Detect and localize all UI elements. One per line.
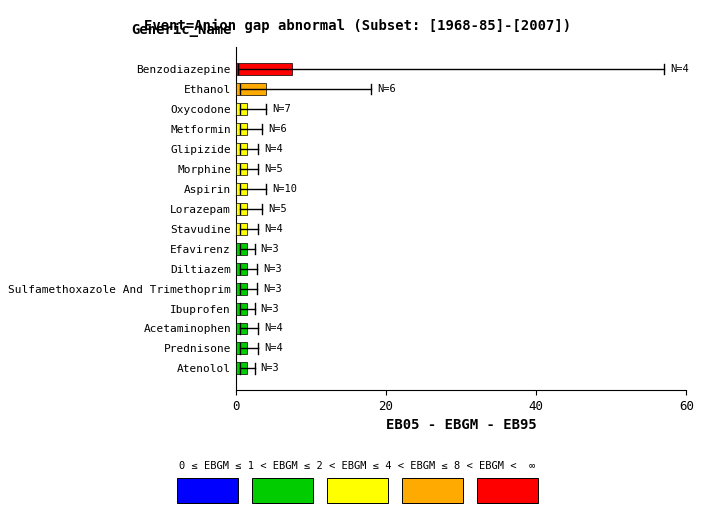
Text: N=3: N=3: [261, 243, 280, 253]
Text: N=3: N=3: [261, 364, 280, 374]
Bar: [236, 103, 247, 115]
Bar: [236, 262, 247, 275]
X-axis label: EB05 - EBGM - EB95: EB05 - EBGM - EB95: [386, 418, 536, 432]
Bar: [236, 203, 247, 214]
Bar: [236, 83, 266, 95]
Text: N=4: N=4: [265, 144, 283, 154]
Text: N=3: N=3: [261, 304, 280, 314]
Bar: [236, 242, 247, 255]
Bar: [236, 143, 247, 155]
Text: N=3: N=3: [263, 264, 282, 274]
Bar: [236, 163, 247, 175]
Bar: [236, 343, 247, 355]
Text: N=5: N=5: [268, 204, 287, 214]
Text: Generic_Name: Generic_Name: [131, 23, 232, 37]
Bar: [236, 302, 247, 315]
Bar: [236, 363, 247, 374]
Bar: [236, 63, 292, 75]
Text: N=10: N=10: [272, 184, 297, 194]
Text: N=5: N=5: [265, 164, 283, 174]
Text: 0 ≤ EBGM ≤ 1 < EBGM ≤ 2 < EBGM ≤ 4 < EBGM ≤ 8 < EBGM <  ∞: 0 ≤ EBGM ≤ 1 < EBGM ≤ 2 < EBGM ≤ 4 < EBG…: [179, 462, 536, 471]
Text: N=4: N=4: [265, 344, 283, 354]
Text: N=3: N=3: [263, 284, 282, 294]
Bar: [236, 282, 247, 295]
Bar: [236, 183, 247, 195]
Bar: [236, 123, 247, 135]
Text: Event=Anion gap abnormal (Subset: [1968-85]-[2007]): Event=Anion gap abnormal (Subset: [1968-…: [144, 18, 571, 33]
Text: N=4: N=4: [265, 324, 283, 334]
Bar: [236, 323, 247, 335]
Text: N=4: N=4: [670, 64, 689, 74]
Text: N=6: N=6: [377, 84, 396, 94]
Text: N=6: N=6: [268, 124, 287, 134]
Bar: [236, 223, 247, 235]
Text: N=4: N=4: [265, 223, 283, 233]
Text: N=7: N=7: [272, 104, 291, 114]
